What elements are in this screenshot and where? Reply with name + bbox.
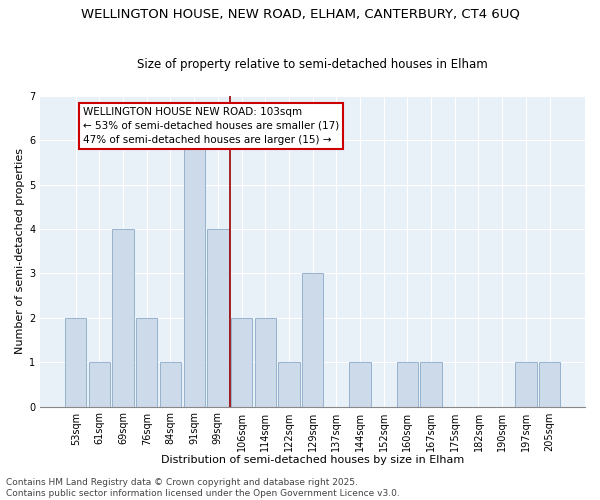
Bar: [184, 140, 205, 406]
Y-axis label: Number of semi-detached properties: Number of semi-detached properties: [15, 148, 25, 354]
Bar: [207, 229, 229, 406]
Text: WELLINGTON HOUSE, NEW ROAD, ELHAM, CANTERBURY, CT4 6UQ: WELLINGTON HOUSE, NEW ROAD, ELHAM, CANTE…: [80, 8, 520, 20]
Bar: [421, 362, 442, 406]
Title: Size of property relative to semi-detached houses in Elham: Size of property relative to semi-detach…: [137, 58, 488, 71]
Bar: [397, 362, 418, 406]
Bar: [254, 318, 276, 406]
Bar: [112, 229, 134, 406]
Text: Contains HM Land Registry data © Crown copyright and database right 2025.
Contai: Contains HM Land Registry data © Crown c…: [6, 478, 400, 498]
X-axis label: Distribution of semi-detached houses by size in Elham: Distribution of semi-detached houses by …: [161, 455, 464, 465]
Bar: [65, 318, 86, 406]
Bar: [160, 362, 181, 406]
Bar: [278, 362, 299, 406]
Bar: [302, 274, 323, 406]
Bar: [515, 362, 536, 406]
Bar: [231, 318, 252, 406]
Bar: [136, 318, 157, 406]
Bar: [89, 362, 110, 406]
Text: WELLINGTON HOUSE NEW ROAD: 103sqm
← 53% of semi-detached houses are smaller (17): WELLINGTON HOUSE NEW ROAD: 103sqm ← 53% …: [83, 107, 339, 145]
Bar: [349, 362, 371, 406]
Bar: [539, 362, 560, 406]
